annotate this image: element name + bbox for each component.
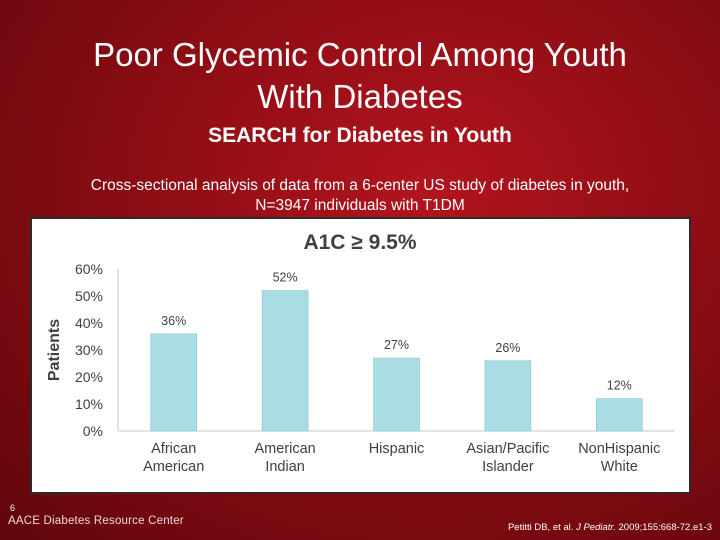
data-label: 36% [161, 314, 186, 328]
x-tick-label: NonHispanic [578, 441, 660, 457]
data-label: 12% [607, 379, 632, 393]
chart-title: A1C ≥ 9.5% [303, 231, 416, 254]
slide-number: 6 [10, 503, 16, 513]
x-tick-label: American [254, 441, 315, 457]
y-tick-label: 20% [75, 369, 103, 385]
study-description-line-2: N=3947 individuals with T1DM [255, 197, 465, 214]
y-tick-label: 50% [75, 288, 103, 304]
x-tick-label: Asian/Pacific [466, 441, 549, 457]
bar [484, 360, 532, 432]
x-tick-label: Indian [265, 459, 305, 475]
y-tick-label: 60% [75, 261, 103, 277]
slide-subtitle: SEARCH for Diabetes in Youth [208, 124, 512, 147]
data-label: 26% [495, 341, 520, 355]
y-tick-label: 40% [75, 315, 103, 331]
citation-journal: J Pediatr. [576, 522, 616, 533]
data-label: 27% [384, 338, 409, 352]
bar [373, 357, 420, 432]
x-tick-label: Islander [482, 459, 534, 475]
bar-chart: A1C ≥ 9.5% Patients 0% 10% 20% 30% 40% 50% 60% 36… [46, 231, 675, 475]
y-tick-label: 30% [75, 342, 103, 358]
bar [595, 398, 643, 432]
x-tick-label: Hispanic [369, 441, 425, 457]
citation-authors: Petitti DB, et al. [507, 522, 577, 533]
citation-detail: 2009;155:668-72.e1-3 [615, 522, 712, 533]
footer-brand-logo: AACE Diabetes Resource Center [8, 515, 184, 527]
chart-panel: A1C ≥ 9.5% Patients 0% 10% 20% 30% 40% 50% 60% 36… [30, 217, 691, 494]
x-tick-label: American [143, 459, 204, 475]
citation: Petitti DB, et al. J Pediatr. 2009;155:6… [508, 522, 712, 533]
x-tick-label: White [601, 459, 638, 475]
data-label: 52% [273, 271, 298, 285]
slide-title: Poor Glycemic Control Among Youth With D… [40, 34, 680, 118]
bar [261, 290, 309, 432]
slide-title-line-2: With Diabetes [257, 78, 463, 115]
slide-title-line-1: Poor Glycemic Control Among Youth [93, 36, 627, 73]
study-description: Cross-sectional analysis of data from a … [30, 176, 690, 216]
x-tick-label: African [151, 441, 196, 457]
bar [150, 333, 197, 432]
y-axis-label: Patients [46, 319, 63, 381]
study-description-line-1: Cross-sectional analysis of data from a … [90, 177, 630, 194]
y-tick-label: 0% [83, 423, 103, 439]
y-tick-label: 10% [75, 396, 103, 412]
